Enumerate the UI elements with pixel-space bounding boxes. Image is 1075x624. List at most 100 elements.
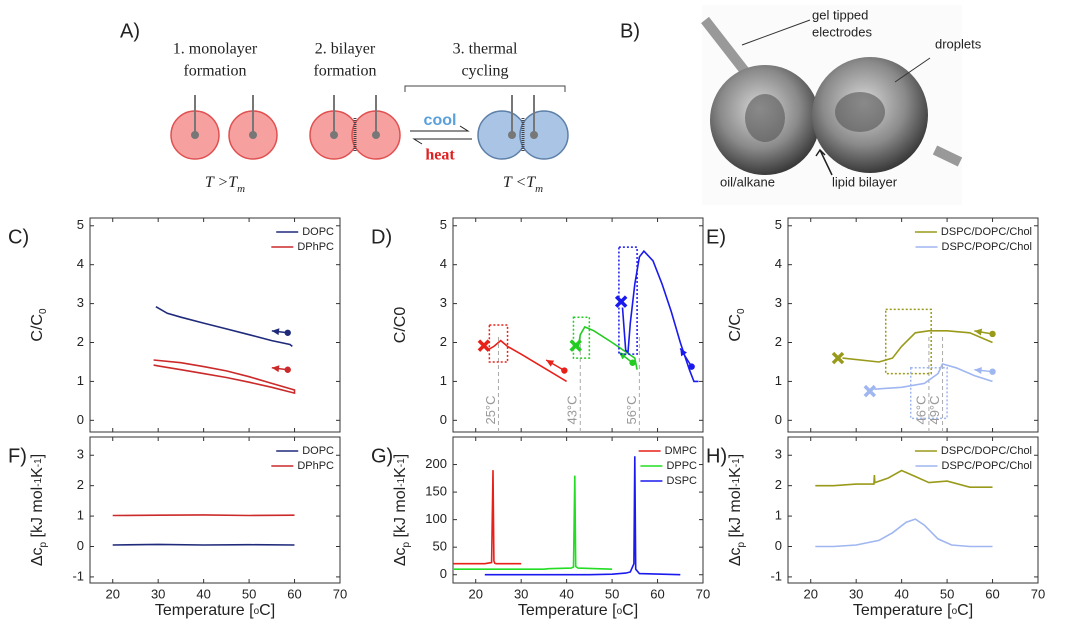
annotation: gel tipped: [812, 7, 868, 22]
series-line: [453, 470, 522, 565]
y-tick-label: 3: [77, 295, 84, 310]
y-axis-label: C/C0: [392, 307, 409, 344]
y-tick-label: 1: [440, 373, 447, 388]
step-label: 3. thermal: [453, 41, 518, 58]
step-label: formation: [313, 63, 376, 80]
x-tick-label: 20: [468, 586, 482, 601]
series-line: [112, 514, 295, 517]
reference-label: 43°C: [565, 395, 580, 424]
x-axis-label: Temperature [oC]: [853, 602, 973, 619]
y-tick-label: 3: [77, 447, 84, 462]
legend-label: DSPC: [666, 475, 697, 487]
panel-label: B): [620, 20, 640, 42]
series-line: [874, 362, 993, 390]
plot-frame: [787, 217, 1039, 433]
panel-label: G): [371, 445, 393, 467]
plot-frame: [452, 436, 704, 584]
y-tick-label: 2: [77, 334, 84, 349]
start-marker: [569, 339, 582, 352]
y-tick-label: -1: [72, 568, 84, 583]
series-line: [842, 330, 993, 363]
heat-label: heat: [425, 147, 455, 164]
y-tick-label: 0: [77, 412, 84, 427]
y-tick-label: 100: [425, 511, 447, 526]
x-tick-label: 30: [151, 586, 165, 601]
x-tick-label: 70: [333, 586, 347, 601]
series-line: [112, 543, 295, 546]
electrodes: [194, 95, 535, 135]
y-tick-label: 3: [440, 295, 447, 310]
x-axis-label: Temperature [oC]: [518, 602, 638, 619]
y-tick-label: 5: [440, 217, 447, 232]
series-line: [453, 475, 613, 570]
series-line: [484, 456, 681, 576]
cool-label: cool: [424, 112, 457, 129]
y-tick-label: 50: [433, 539, 447, 554]
highlight: [835, 92, 885, 132]
arrow-head: [974, 328, 983, 336]
y-tick-label: 1: [775, 508, 782, 523]
y-tick-label: 0: [440, 566, 447, 581]
plot-frame: [89, 217, 341, 433]
step-label: formation: [183, 63, 246, 80]
series-line: [486, 339, 568, 383]
panel-label: D): [371, 226, 392, 248]
highlight-box: [572, 316, 591, 359]
y-axis-label: C/C0: [727, 308, 747, 342]
legend-label: DSPC/POPC/Chol: [942, 460, 1032, 472]
y-axis-label: Δcp [kJ mol-1K-1]: [392, 454, 412, 566]
legend-label: DPhPC: [297, 460, 334, 472]
electrode: [932, 145, 963, 167]
series-line: [153, 359, 296, 395]
series-line: [577, 325, 638, 370]
y-tick-label: 0: [775, 412, 782, 427]
step-label: cycling: [461, 63, 508, 80]
legend-label: DMPC: [665, 445, 697, 457]
step-label: 2. bilayer: [315, 41, 376, 58]
annotation: oil/alkane: [720, 174, 775, 189]
y-tick-label: 3: [775, 295, 782, 310]
y-tick-label: -1: [770, 568, 782, 583]
x-tick-label: 30: [514, 586, 528, 601]
arrow-head: [271, 365, 280, 373]
panel-a: A) 1. monolayer formation 2. bilayer for…: [120, 20, 569, 195]
arrows: [410, 125, 472, 145]
y-axis-label: Δcp [kJ mol-1K-1]: [29, 454, 49, 566]
y-tick-label: 0: [440, 412, 447, 427]
annotation: lipid bilayer: [832, 174, 898, 189]
plot-frame: [452, 217, 704, 433]
x-tick-label: 60: [985, 586, 999, 601]
x-tick-label: 50: [605, 586, 619, 601]
x-tick-label: 50: [242, 586, 256, 601]
pointer: [894, 57, 931, 83]
legend-label: DSPC/POPC/Chol: [942, 241, 1032, 253]
highlight-box: [909, 367, 948, 420]
series-line: [155, 306, 293, 348]
condition: T >Tm: [205, 174, 245, 195]
annotation: electrodes: [812, 24, 872, 39]
arrow-head: [680, 348, 688, 357]
panel-label: F): [8, 445, 27, 467]
y-tick-label: 200: [425, 456, 447, 471]
legend-label: DOPC: [302, 226, 334, 238]
x-tick-label: 50: [940, 586, 954, 601]
y-tick-label: 5: [775, 217, 782, 232]
start-marker: [477, 339, 491, 352]
pointer: [815, 148, 833, 176]
y-tick-label: 0: [775, 538, 782, 553]
reference-label: 46°C: [913, 395, 928, 424]
condition: T <Tm: [503, 174, 543, 195]
x-tick-label: 40: [559, 586, 573, 601]
y-tick-label: 4: [775, 256, 782, 271]
reference-label: 49°C: [927, 395, 942, 424]
y-tick-label: 2: [775, 477, 782, 492]
highlight-box: [488, 324, 509, 363]
y-tick-label: 3: [775, 447, 782, 462]
y-tick-label: 1: [77, 508, 84, 523]
y-tick-label: 4: [440, 256, 447, 271]
y-tick-label: 2: [77, 477, 84, 492]
plot-frame: [787, 436, 1039, 584]
y-tick-label: 150: [425, 484, 447, 499]
x-axis-label: Temperature [oC]: [155, 602, 275, 619]
x-tick-label: 20: [105, 586, 119, 601]
